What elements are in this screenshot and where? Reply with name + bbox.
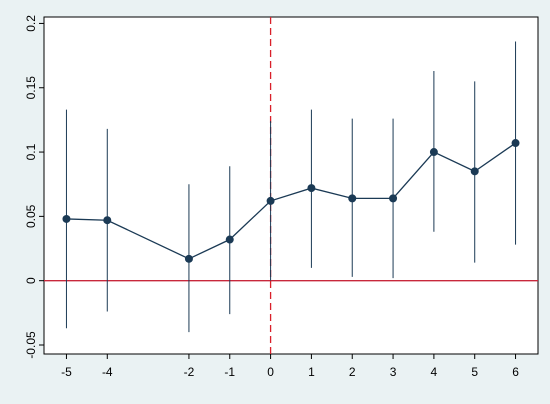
y-tick-label: -0.05 bbox=[24, 331, 38, 359]
x-tick-label: 1 bbox=[308, 365, 315, 379]
data-point bbox=[511, 139, 520, 148]
y-tick-label: 0 bbox=[24, 277, 38, 284]
data-point bbox=[348, 194, 357, 203]
y-tick-label: 0.1 bbox=[24, 143, 38, 160]
x-tick-label: 2 bbox=[349, 365, 356, 379]
x-axis: -5 -4 -2 -1 0 1 2 3 4 5 6 bbox=[61, 354, 519, 379]
x-tick-label: 4 bbox=[431, 365, 438, 379]
data-point bbox=[389, 194, 398, 203]
x-tick-label: -1 bbox=[224, 365, 235, 379]
x-tick-label: 5 bbox=[471, 365, 478, 379]
y-tick-label: 0.15 bbox=[24, 76, 38, 100]
data-point bbox=[225, 235, 234, 244]
y-axis: -0.05 0 0.05 0.1 0.15 0.2 bbox=[24, 15, 44, 359]
plot-area bbox=[43, 16, 539, 355]
y-tick-label: 0.05 bbox=[24, 204, 38, 228]
data-point bbox=[62, 214, 71, 223]
data-point bbox=[266, 196, 275, 205]
x-tick-label: 3 bbox=[390, 365, 397, 379]
x-tick-label: 0 bbox=[267, 365, 274, 379]
data-point bbox=[103, 216, 112, 225]
data-point bbox=[429, 148, 438, 157]
x-tick-label: -5 bbox=[61, 365, 72, 379]
data-point bbox=[470, 167, 479, 176]
data-points bbox=[62, 139, 520, 263]
x-tick-label: 6 bbox=[512, 365, 519, 379]
data-point bbox=[307, 184, 316, 193]
data-point bbox=[184, 254, 193, 263]
y-tick-label: 0.2 bbox=[24, 15, 38, 32]
x-tick-label: -2 bbox=[184, 365, 195, 379]
x-tick-label: -4 bbox=[102, 365, 113, 379]
